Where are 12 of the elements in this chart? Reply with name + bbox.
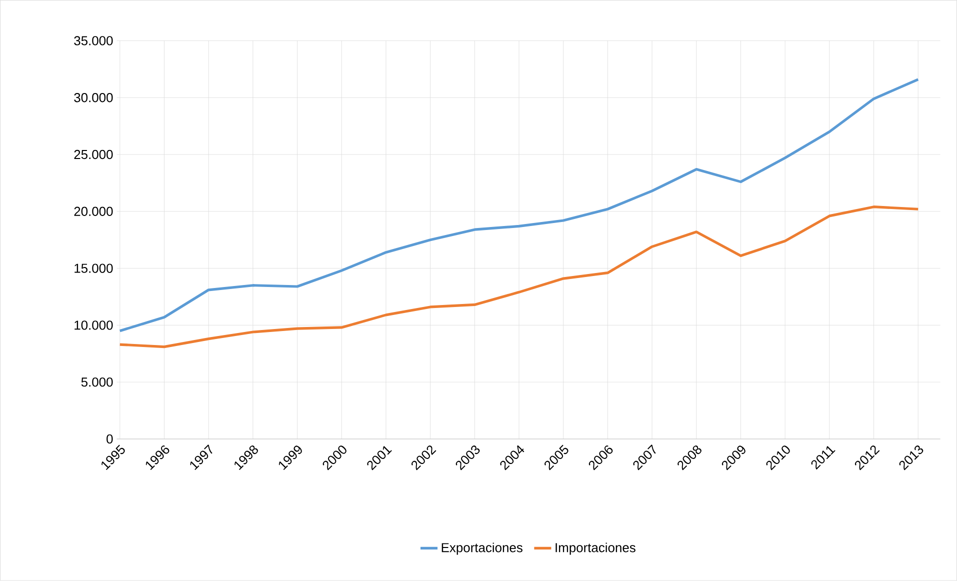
y-tick-label: 15.000 xyxy=(74,264,113,273)
y-tick-label: 35.000 xyxy=(74,36,113,46)
line-series xyxy=(118,78,920,332)
y-tick-label: 20.000 xyxy=(74,206,113,216)
legend-label: Exportaciones xyxy=(442,542,522,555)
y-tick-label: 25.000 xyxy=(74,150,113,160)
y-tick-label: 30.000 xyxy=(74,93,113,102)
y-tick-label: 10.000 xyxy=(74,320,113,330)
legend-label: Importaciones xyxy=(556,542,636,555)
y-tick-label: 0 xyxy=(106,434,113,444)
line-series xyxy=(118,206,920,348)
y-tick-label: 5.000 xyxy=(81,378,113,387)
